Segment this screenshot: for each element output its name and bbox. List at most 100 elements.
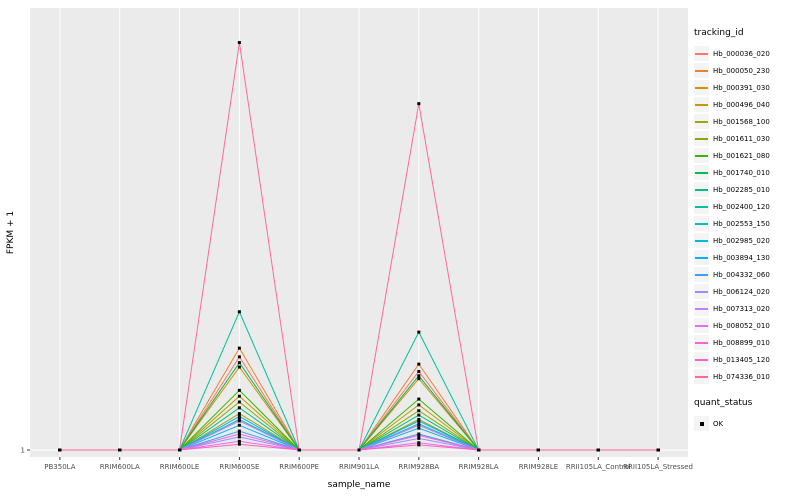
data-point: [237, 400, 241, 404]
data-point: [237, 365, 241, 369]
legend-item: Hb_000496_040: [694, 96, 800, 113]
x-axis-title: sample_name: [328, 480, 391, 490]
data-point: [237, 388, 241, 392]
data-point: [178, 448, 182, 452]
legend-item: Hb_002285_010: [694, 181, 800, 198]
data-point: [417, 426, 421, 430]
data-point: [118, 448, 122, 452]
legend-item-label: Hb_000496_040: [713, 100, 770, 109]
data-point: [417, 374, 421, 378]
data-point: [417, 362, 421, 366]
series-color-swatch: [695, 52, 708, 55]
series-color-swatch: [695, 171, 708, 174]
legend-item-label: Hb_008899_010: [713, 338, 770, 347]
data-point: [237, 415, 241, 419]
data-point: [237, 346, 241, 350]
legend-item: Hb_003894_130: [694, 249, 800, 266]
legend-item: Hb_008899_010: [694, 334, 800, 351]
x-tick-label: RRIM600PE: [279, 463, 319, 471]
legend-line-key-icon: [694, 301, 709, 316]
legend-line-key-icon: [694, 63, 709, 78]
data-point: [237, 361, 241, 365]
legend-item: Hb_001611_030: [694, 130, 800, 147]
tracking-legend-title: tracking_id: [694, 28, 744, 38]
legend-item: Hb_001621_080: [694, 147, 800, 164]
x-tick-label: RRIM928LE: [519, 463, 559, 471]
data-point: [417, 330, 421, 334]
legend-panel: tracking_id Hb_000036_020 Hb_000050_230 Hb…: [694, 28, 800, 432]
data-point: [417, 441, 421, 445]
legend-line-key-icon: [694, 233, 709, 248]
data-point: [417, 403, 421, 407]
ok-point-icon: [694, 416, 709, 431]
legend-item-label: Hb_000050_230: [713, 66, 770, 75]
data-point: [237, 406, 241, 410]
series-color-swatch: [695, 341, 708, 344]
legend-line-key-icon: [694, 216, 709, 231]
x-tick-label: RRIM928BA: [398, 463, 439, 471]
data-point: [656, 448, 660, 452]
series-color-swatch: [695, 358, 708, 361]
data-point: [417, 369, 421, 373]
x-tick-label: RRIM600LA: [100, 463, 140, 471]
legend-item: Hb_002400_120: [694, 198, 800, 215]
legend-line-key-icon: [694, 284, 709, 299]
legend-item-label: Hb_001611_030: [713, 134, 770, 143]
series-color-swatch: [695, 239, 708, 242]
x-tick-label: RRIM600LE: [160, 463, 200, 471]
legend-line-key-icon: [694, 318, 709, 333]
legend-line-key-icon: [694, 165, 709, 180]
legend-line-key-icon: [694, 335, 709, 350]
data-point: [237, 423, 241, 427]
legend-item-label: Hb_002553_150: [713, 219, 770, 228]
data-point: [237, 439, 241, 443]
legend-line-key-icon: [694, 114, 709, 129]
legend-line-key-icon: [694, 182, 709, 197]
data-point: [417, 377, 421, 381]
legend-item-label: Hb_000391_030: [713, 83, 770, 92]
x-tick-label: RRIM901LA: [339, 463, 379, 471]
data-point: [417, 436, 421, 440]
data-point: [237, 355, 241, 359]
legend-item-label: Hb_001568_100: [713, 117, 770, 126]
series-color-swatch: [695, 86, 708, 89]
legend-item: Hb_004332_060: [694, 266, 800, 283]
legend-item-label: Hb_000036_020: [713, 49, 770, 58]
legend-item: Hb_000036_020: [694, 45, 800, 62]
legend-line-key-icon: [694, 80, 709, 95]
legend-line-key-icon: [694, 148, 709, 163]
data-point: [237, 412, 241, 416]
legend-item-label: Hb_074336_010: [713, 372, 770, 381]
data-point: [477, 448, 481, 452]
x-tick-label: RRIM928LA: [459, 463, 499, 471]
x-tick-label: RRIM600SE: [219, 463, 259, 471]
data-point: [536, 448, 540, 452]
series-color-swatch: [695, 273, 708, 276]
data-point: [417, 419, 421, 423]
legend-item-label: Hb_001740_010: [713, 168, 770, 177]
data-point: [237, 310, 241, 314]
x-tick-label: RRII105LA_Control: [566, 463, 631, 471]
y-tick-label: 1: [21, 447, 25, 455]
legend-item: Hb_000391_030: [694, 79, 800, 96]
data-point: [58, 448, 62, 452]
x-tick-label: RRII105LA_Stressed: [623, 463, 693, 471]
legend-item: Hb_001740_010: [694, 164, 800, 181]
series-color-swatch: [695, 222, 708, 225]
data-point: [417, 397, 421, 401]
data-point: [357, 448, 361, 452]
data-point: [237, 442, 241, 446]
data-point: [237, 419, 241, 423]
data-point: [417, 413, 421, 417]
series-color-swatch: [695, 256, 708, 259]
tracking-legend-items: Hb_000036_020 Hb_000050_230 Hb_000391_030 H…: [694, 45, 800, 385]
legend-item: Hb_007313_020: [694, 300, 800, 317]
legend-line-key-icon: [694, 369, 709, 384]
series-color-swatch: [695, 103, 708, 106]
y-axis-title: FPKM + 1: [6, 211, 16, 254]
legend-item: Hb_074336_010: [694, 368, 800, 385]
legend-item: Hb_008052_010: [694, 317, 800, 334]
legend-line-key-icon: [694, 199, 709, 214]
series-color-swatch: [695, 137, 708, 140]
